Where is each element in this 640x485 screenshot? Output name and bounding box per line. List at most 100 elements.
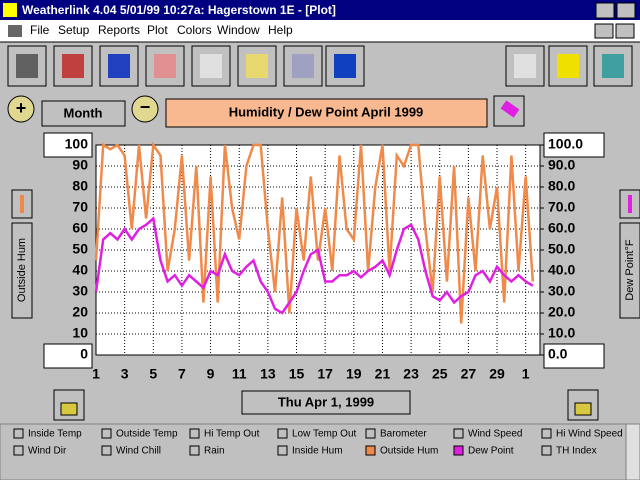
x-tick-label: 29 (489, 366, 505, 382)
y2-tick-label: 80.0 (548, 178, 575, 194)
legend-label: Hi Temp Out (204, 429, 260, 440)
legend-checkbox[interactable] (189, 428, 200, 439)
scrollbar[interactable] (625, 423, 640, 481)
right-color-swatch (628, 195, 632, 213)
legend-checkbox[interactable] (13, 428, 24, 439)
toolbar-icon (334, 54, 356, 78)
legend-checkbox[interactable] (541, 428, 552, 439)
lock-icon (60, 402, 78, 416)
legend-checkbox[interactable] (101, 445, 112, 456)
legend-checkbox[interactable] (365, 445, 376, 456)
minimize-button[interactable] (595, 2, 615, 19)
close-button[interactable] (615, 23, 635, 39)
series-line (94, 216, 534, 315)
x-tick-label: 5 (149, 366, 157, 382)
date-button[interactable] (241, 390, 411, 415)
eraser-icon (500, 100, 520, 118)
window-title: Weatherlink 4.04 5/01/99 10:27a: Hagerst… (22, 3, 336, 17)
y2-tick-label: 10.0 (548, 325, 575, 341)
toolbar-icon (62, 54, 84, 78)
x-tick-label: 7 (178, 366, 186, 382)
legend-label: Outside Temp (116, 429, 178, 440)
toolbar-icon (246, 54, 268, 78)
y2-tick-label: 70.0 (548, 199, 575, 215)
app-icon (3, 3, 17, 17)
legend-label: Barometer (380, 429, 427, 440)
zoom-in-icon: + (16, 98, 27, 118)
legend-label: Dew Point (468, 446, 514, 457)
left-axis-label: Outside Hum (16, 238, 28, 302)
x-tick-label: 1 (522, 366, 530, 382)
menu-item[interactable]: Plot (147, 23, 168, 37)
chart-title-box (165, 98, 488, 128)
y-tick-label: 100 (65, 136, 89, 152)
legend-label: Hi Wind Speed (556, 429, 623, 440)
y-tick-label: 40 (72, 262, 88, 278)
menu-item[interactable]: Reports (98, 23, 140, 37)
period-button[interactable] (41, 100, 126, 127)
right-top-box (543, 132, 605, 158)
y2-tick-label: 50.0 (548, 241, 575, 257)
legend-label: Wind Dir (28, 446, 67, 457)
legend-checkbox[interactable] (189, 445, 200, 456)
y2-tick-label: 0.0 (548, 346, 568, 362)
toolbar (7, 45, 633, 87)
y-tick-label: 70 (72, 199, 88, 215)
legend: Inside Temp Outside Temp Hi Temp Out Low Te… (13, 428, 623, 457)
legend-label: Inside Temp (28, 429, 82, 440)
legend-checkbox[interactable] (277, 445, 288, 456)
x-tick-label: 21 (375, 366, 391, 382)
legend-label: Wind Speed (468, 429, 522, 440)
chart: 0 10 20 30 40 50 60 70 80 90 100 0.0 10.0 20.0 30.0 40.… (65, 136, 584, 382)
left-top-box (43, 132, 93, 158)
y2-tick-label: 30.0 (548, 283, 575, 299)
toolbar-icon (200, 54, 222, 78)
legend-label: Wind Chill (116, 446, 161, 457)
toolbar-icon (108, 54, 130, 78)
menu-item[interactable]: Setup (58, 23, 90, 37)
legend-checkbox[interactable] (453, 445, 464, 456)
y2-tick-label: 90.0 (548, 157, 575, 173)
menu-item[interactable]: Colors (177, 23, 212, 37)
toolbar-icon (16, 54, 38, 78)
y2-tick-label: 60.0 (548, 220, 575, 236)
y-tick-label: 10 (72, 325, 88, 341)
toolbar-icon (292, 54, 314, 78)
restore-button[interactable] (594, 23, 614, 39)
x-tick-label: 15 (289, 366, 305, 382)
zoom-out-button[interactable] (131, 95, 159, 123)
legend-checkbox[interactable] (365, 428, 376, 439)
right-axis-button[interactable] (619, 222, 640, 319)
x-tick-label: 13 (260, 366, 276, 382)
x-tick-label: 17 (317, 366, 333, 382)
right-axis-label: Dew Point°F (624, 239, 636, 301)
x-tick-label: 1 (92, 366, 100, 382)
menu-item[interactable]: File (30, 23, 50, 37)
legend-label: TH Index (556, 446, 597, 457)
zoom-in-button[interactable] (7, 95, 35, 123)
legend-label: Rain (204, 446, 225, 457)
left-axis-button[interactable] (11, 222, 33, 319)
legend-label: Outside Hum (380, 446, 438, 457)
x-tick-label: 23 (403, 366, 419, 382)
menu-bar (0, 20, 640, 42)
legend-checkbox[interactable] (277, 428, 288, 439)
maximize-button[interactable] (616, 2, 636, 19)
x-tick-label: 11 (232, 366, 247, 382)
legend-checkbox[interactable] (453, 428, 464, 439)
legend-checkbox[interactable] (13, 445, 24, 456)
menu-item[interactable]: Window (217, 23, 260, 37)
toolbar-icon (557, 54, 579, 78)
zoom-out-icon: − (140, 97, 151, 117)
legend-checkbox[interactable] (101, 428, 112, 439)
left-color-swatch (20, 195, 24, 213)
toolbar-icon (602, 54, 624, 78)
legend-checkbox[interactable] (541, 445, 552, 456)
right-bottom-box (543, 343, 605, 369)
period-label: Month (64, 105, 103, 120)
x-tick-label: 25 (432, 366, 448, 382)
toolbar-icon (514, 54, 536, 78)
y-tick-label: 0 (80, 346, 88, 362)
date-label: Thu Apr 1, 1999 (278, 394, 374, 409)
menu-item[interactable]: Help (268, 23, 293, 37)
